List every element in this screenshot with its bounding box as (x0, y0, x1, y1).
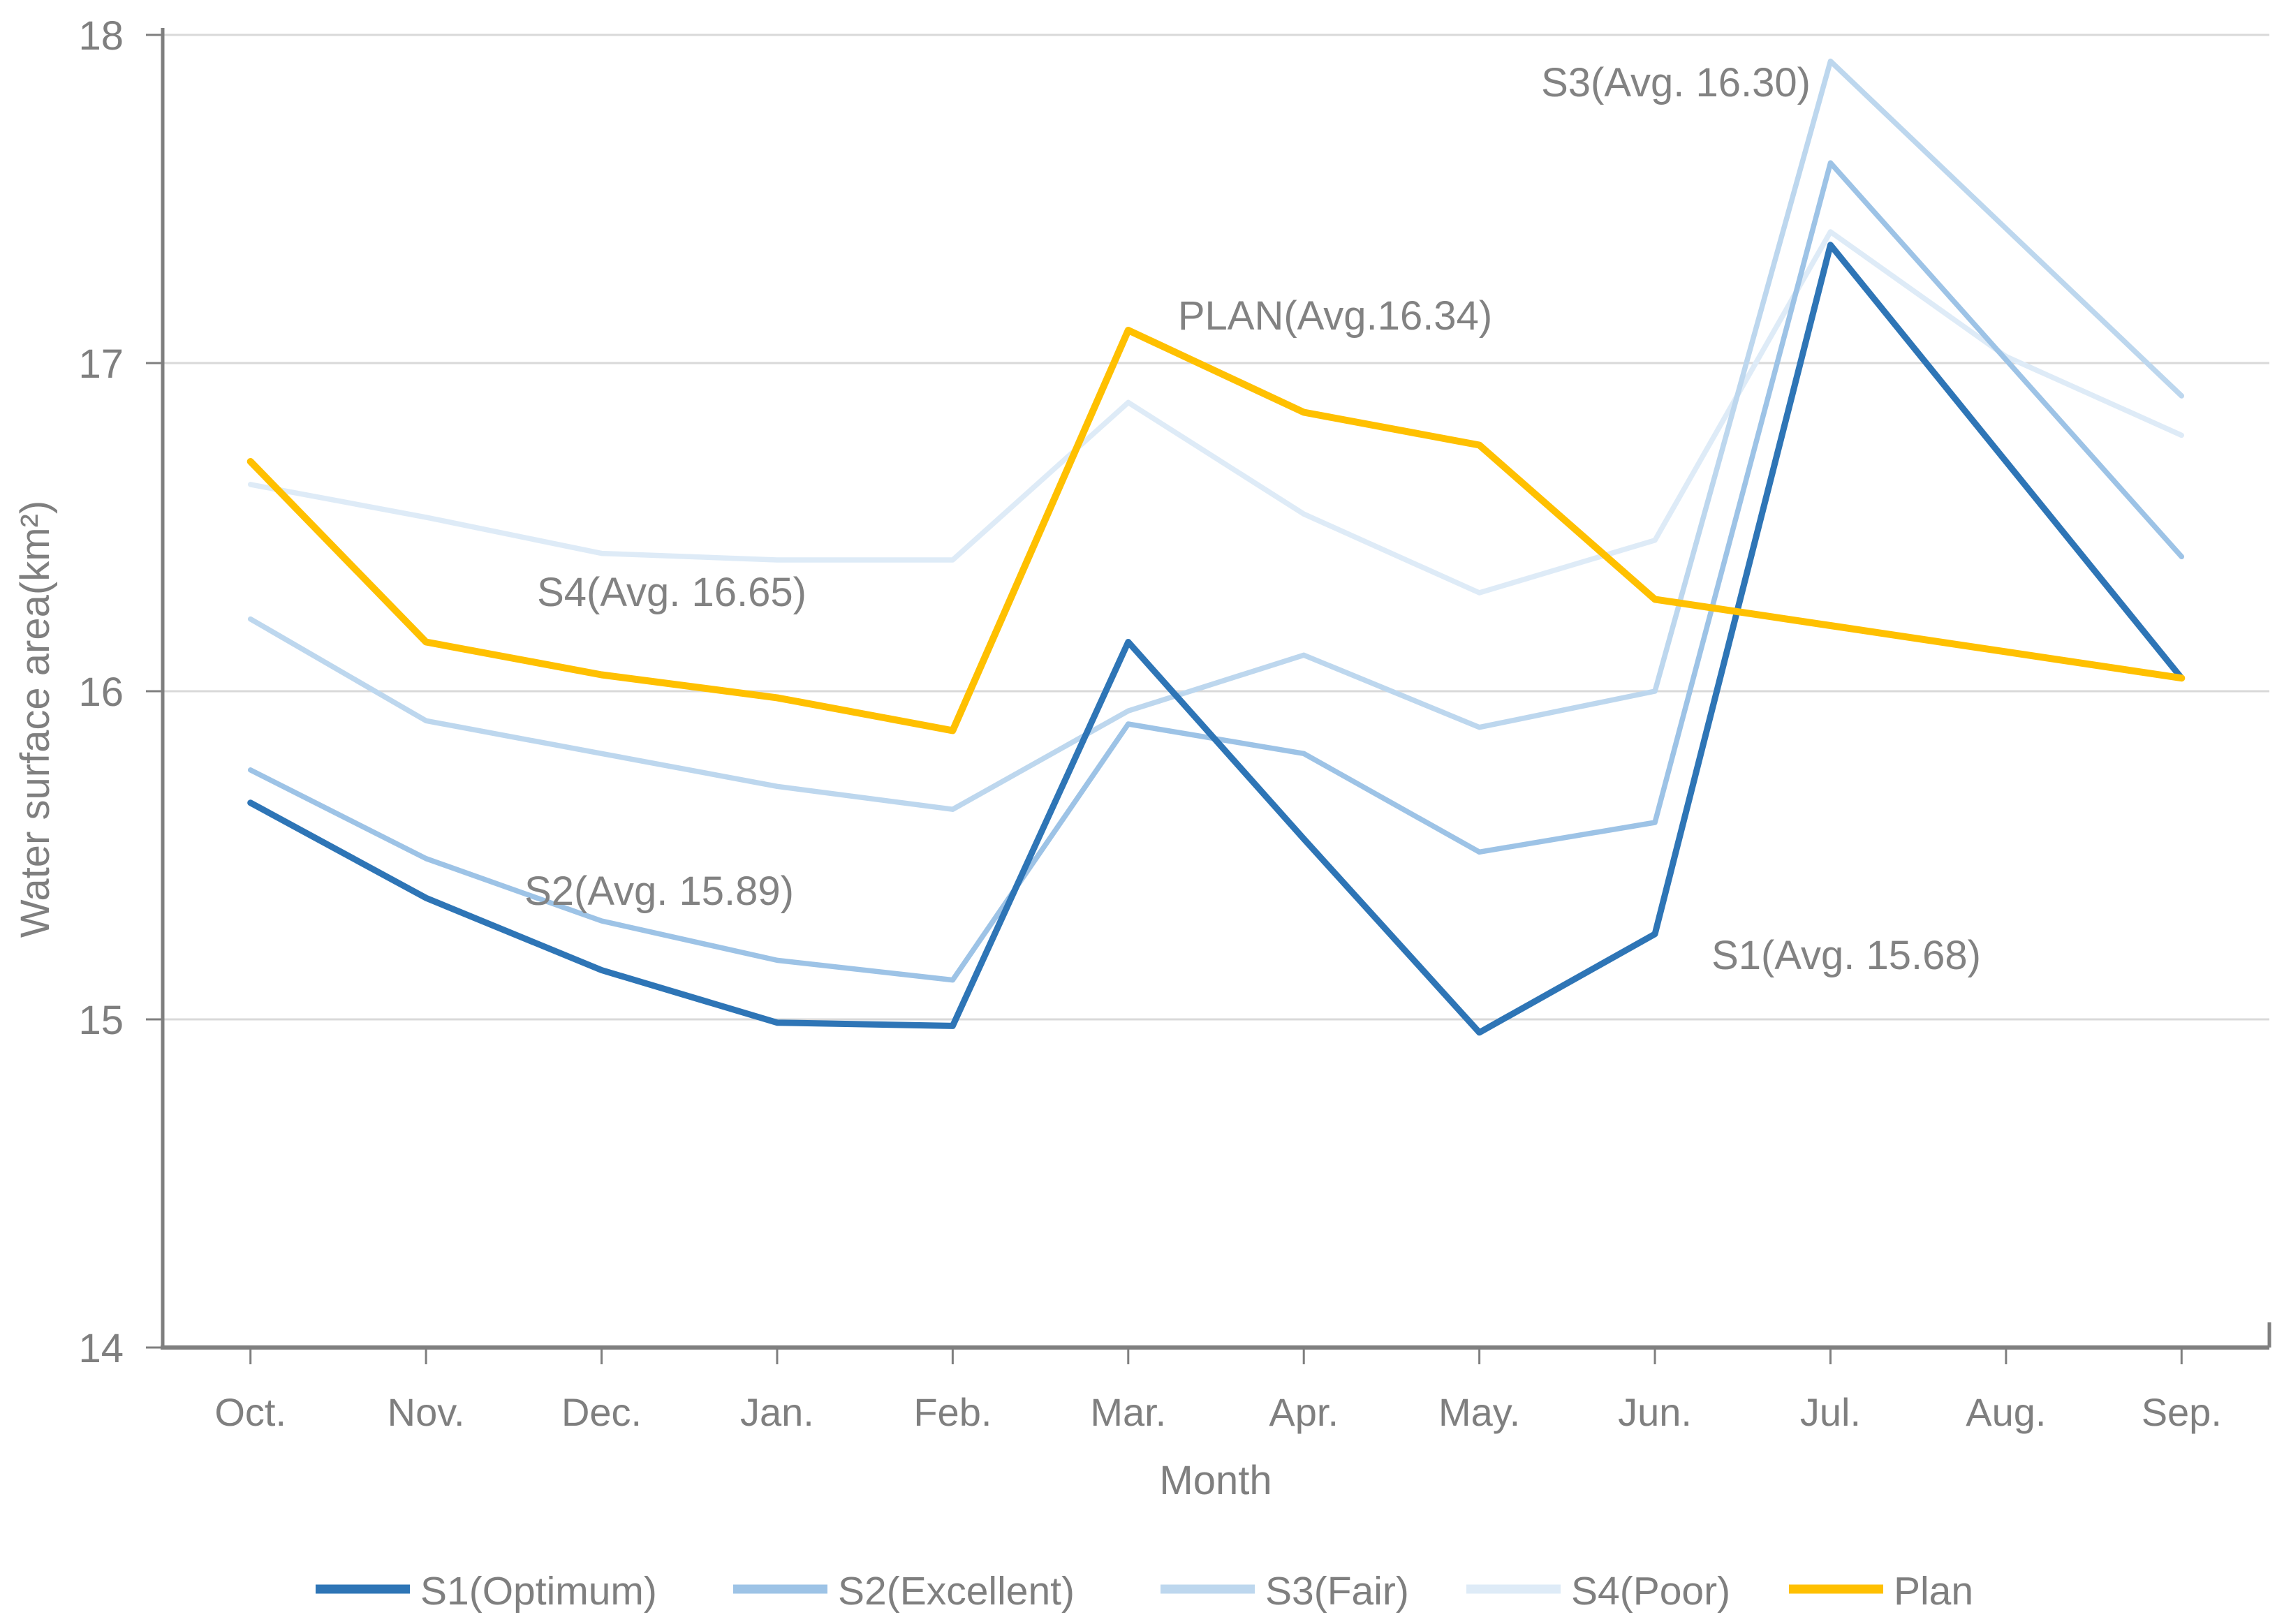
y-tick-label: 16 (78, 670, 124, 715)
legend-item-S2(Excellent): S2(Excellent) (733, 1569, 1075, 1614)
x-tick-label: Feb. (913, 1390, 992, 1434)
x-tick-label: Mar. (1090, 1390, 1166, 1434)
legend-label: Plan (1894, 1569, 1973, 1614)
y-axis-title: Water surface area(km²) (13, 501, 58, 938)
y-tick-label: 17 (78, 341, 124, 387)
series-lines (246, 58, 2186, 1036)
axes (161, 28, 2271, 1350)
x-tick-label: Dec. (561, 1390, 642, 1434)
x-tick-marks (249, 1348, 2183, 1364)
x-axis-title: Month (1159, 1458, 1272, 1503)
legend-label: S3(Fair) (1265, 1569, 1409, 1614)
gridlines (163, 34, 2269, 1021)
x-tick-label: Oct. (214, 1390, 286, 1434)
legend-item-S4(Poor): S4(Poor) (1466, 1569, 1730, 1614)
annotation-label: PLAN(Avg.16.34) (1178, 293, 1492, 339)
x-tick-label: Nov. (388, 1390, 465, 1434)
x-tick-label: Aug. (1966, 1390, 2046, 1434)
legend: S1(Optimum) S2(Excellent) S3(Fair) S4(Poor)… (316, 1569, 1973, 1614)
annotation-label: S2(Avg. 15.89) (524, 869, 794, 914)
series-line-S4(Poor) (247, 229, 2185, 596)
y-tick-label: 18 (78, 13, 124, 59)
x-tick-label: Jan. (740, 1390, 814, 1434)
x-tick-label: Sep. (2142, 1390, 2222, 1434)
y-tick-label: 15 (78, 998, 124, 1043)
legend-label: S1(Optimum) (420, 1569, 657, 1614)
legend-label: S2(Excellent) (838, 1569, 1075, 1614)
legend-item-S3(Fair): S3(Fair) (1161, 1569, 1409, 1614)
annotation-label: S1(Avg. 15.68) (1711, 933, 1981, 978)
series-annotations: S3(Avg. 16.30) PLAN(Avg.16.34) S4(Avg. 16.… (524, 60, 1981, 978)
series-line-Plan (246, 327, 2186, 735)
series-line-S3(Fair) (247, 58, 2185, 812)
legend-item-Plan: Plan (1789, 1569, 1973, 1614)
x-tick-label: Apr. (1269, 1390, 1339, 1434)
y-tick-labels: 14 15 16 17 18 (78, 13, 124, 1371)
legend-item-S1(Optimum): S1(Optimum) (316, 1569, 657, 1614)
annotation-label: S4(Avg. 16.65) (537, 570, 806, 615)
x-tick-label: Jun. (1618, 1390, 1692, 1434)
series-line-S1(Optimum) (247, 242, 2185, 1036)
x-tick-labels: Oct. Nov. Dec. Jan. Feb. Mar. Apr. May. Jun. Jul.… (214, 1390, 2222, 1434)
legend-label: S4(Poor) (1571, 1569, 1730, 1614)
x-tick-label: Jul. (1800, 1390, 1861, 1434)
annotation-label: S3(Avg. 16.30) (1541, 60, 1811, 105)
x-tick-label: May. (1438, 1390, 1520, 1434)
y-tick-marks (146, 34, 163, 1349)
y-tick-label: 14 (78, 1326, 124, 1371)
